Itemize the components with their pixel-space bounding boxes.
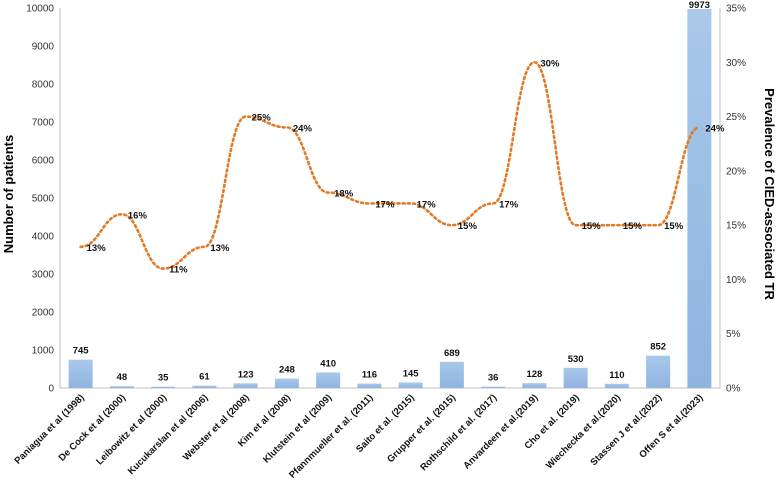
bar-data-label: 36	[488, 373, 499, 384]
line-data-label: 15%	[623, 221, 643, 232]
line-data-label: 17%	[375, 199, 395, 210]
bar-data-label: 248	[279, 365, 295, 376]
line-data-label: 13%	[210, 243, 230, 254]
line-data-label: 24%	[705, 123, 725, 134]
bar	[439, 361, 464, 388]
bar	[233, 383, 258, 388]
right-axis: 0% 5% 10% 15% 20% 25% 30% 35%	[719, 4, 746, 395]
category-label: Kucukarslan et al (2006)	[126, 392, 211, 477]
y-axis-title-left: Number of patients	[1, 135, 16, 253]
bar-data-label: 116	[362, 370, 377, 381]
bar	[481, 386, 506, 388]
bar	[646, 355, 671, 388]
line-data-label: 17%	[417, 199, 437, 210]
bar-data-label: 61	[199, 372, 210, 383]
bar-data-label: 35	[158, 373, 169, 384]
y-tick-label-left: 0	[48, 384, 54, 395]
y-axis-title-right: Prevalence of CIED-associated TR	[762, 88, 777, 300]
category-label: Wiechecka et al.(2020)	[544, 392, 623, 471]
bar	[274, 378, 299, 388]
line-data-label: 15%	[582, 221, 602, 232]
bar	[316, 372, 341, 388]
y-tick-label-left: 2000	[32, 308, 55, 319]
bar-data-labels: 745 48 35 61 123 248 410 116 145 689 36 128 530 110 85…	[73, 0, 710, 384]
bar-data-label: 530	[568, 354, 584, 365]
category-labels: Paniagua et al (1998)De Cock et al (2000…	[13, 392, 706, 480]
bar-series	[68, 9, 712, 388]
y-tick-label-left: 1000	[32, 346, 55, 357]
left-axis: 0 1000 2000 3000 4000 5000 6000 7000 8000 9000 100…	[26, 4, 720, 395]
y-tick-label-left: 10000	[26, 4, 54, 15]
y-tick-label-left: 4000	[32, 232, 55, 243]
y-tick-label-left: 5000	[32, 194, 55, 205]
bar	[192, 385, 217, 388]
bar-data-label: 123	[238, 369, 254, 380]
y-tick-label-left: 8000	[32, 80, 55, 91]
category-label: Paniagua et al (1998)	[13, 392, 87, 466]
line-data-label: 15%	[458, 221, 478, 232]
bar	[522, 383, 547, 388]
y-tick-label-left: 3000	[32, 270, 55, 281]
line-data-labels: 13% 16% 11% 13% 25% 24% 18% 17% 17% 15% 17% 30% 15% 1…	[87, 58, 725, 275]
line-data-label: 15%	[664, 221, 684, 232]
y-tick-label-left: 7000	[32, 118, 55, 129]
line-data-label: 17%	[499, 199, 519, 210]
bar-data-label: 9973	[689, 0, 710, 11]
category-label: Klutstein et al (2009)	[261, 392, 334, 465]
y-tick-label-right: 10%	[726, 275, 746, 286]
line-data-label: 16%	[128, 210, 148, 221]
category-label: Stassen J et al.(2022)	[589, 392, 665, 468]
y-tick-label-left: 9000	[32, 42, 55, 53]
bar	[151, 386, 176, 388]
bar-data-label: 745	[73, 346, 90, 357]
bar-data-label: 410	[320, 358, 336, 369]
bar	[357, 383, 382, 388]
y-tick-label-right: 20%	[726, 166, 746, 177]
y-tick-label-right: 30%	[726, 58, 746, 69]
line-data-label: 11%	[169, 265, 188, 276]
y-tick-label-right: 15%	[726, 221, 746, 232]
bar-data-label: 48	[117, 372, 128, 383]
category-label: Grupper et al. (2015)	[385, 392, 458, 465]
line-data-label: 24%	[293, 123, 313, 134]
category-label: Anvardeen et al.(2019)	[461, 392, 540, 471]
bar	[563, 367, 588, 388]
line-series	[79, 60, 701, 270]
bar-data-label: 110	[609, 370, 624, 381]
category-label: Rothschild et al. (2017)	[418, 392, 499, 473]
y-tick-label-right: 25%	[726, 112, 746, 123]
bar-data-label: 852	[650, 342, 666, 353]
line-data-label: 18%	[334, 189, 354, 200]
bar-data-label: 145	[403, 368, 420, 379]
prevalence-line	[79, 60, 701, 270]
bar	[68, 359, 93, 388]
bar	[109, 386, 134, 388]
line-data-label: 30%	[540, 58, 560, 69]
bar	[604, 383, 629, 388]
bar-data-label: 689	[444, 348, 460, 359]
y-tick-label-right: 35%	[726, 4, 746, 15]
line-data-label: 25%	[252, 113, 272, 124]
category-label: Pfannmueller et al. (2011)	[287, 392, 375, 480]
bar-data-label: 128	[526, 369, 542, 380]
y-tick-label-left: 6000	[32, 156, 55, 167]
bar	[687, 9, 712, 388]
y-tick-label-right: 5%	[726, 329, 741, 340]
y-tick-label-right: 0%	[726, 384, 741, 395]
line-data-label: 13%	[87, 243, 107, 254]
bar	[398, 382, 423, 388]
category-label: Leibowitz et al (2000)	[94, 392, 169, 467]
